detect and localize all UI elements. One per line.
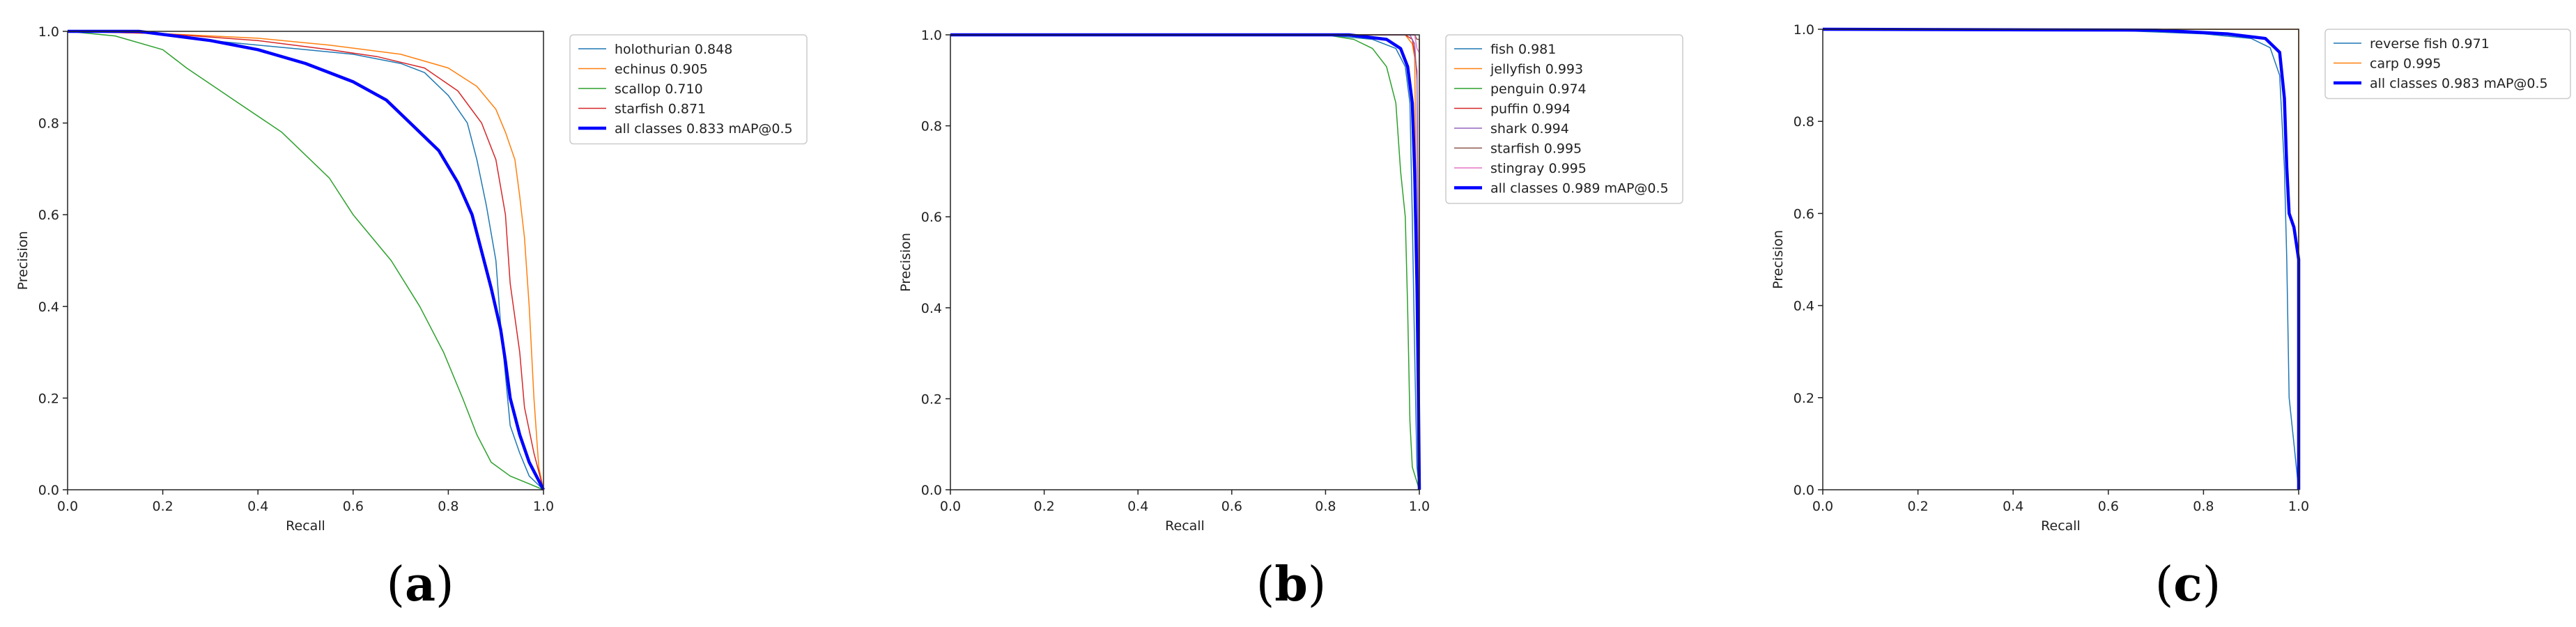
x-axis-label: Recall <box>2041 518 2081 534</box>
panel-b: 0.0 0.2 0.4 0.6 0.8 1.0 0.0 0.2 0.4 0.6 0.8 1.0 Reca… <box>898 28 1683 612</box>
legend-entry: starfish 0.871 <box>615 102 706 117</box>
x-tick-label: 0.4 <box>2003 499 2023 514</box>
series-line-1 <box>68 31 544 490</box>
y-tick-label: 1.0 <box>1794 22 1814 38</box>
series-line-1 <box>950 34 1420 490</box>
series-group <box>67 29 545 491</box>
y-tick-label: 0.8 <box>38 116 59 132</box>
legend-entry: starfish 0.995 <box>1490 141 1582 157</box>
x-tick-label: 0.0 <box>940 499 961 514</box>
y-axis-label: Precision <box>15 231 31 291</box>
y-tick-label: 0.2 <box>1794 391 1814 406</box>
legend: holothurian 0.848 echinus 0.905 scallop 0.… <box>569 34 808 145</box>
y-tick-label: 0.8 <box>1794 114 1814 130</box>
plot-frame <box>1822 29 2299 490</box>
x-tick-label: 0.2 <box>152 499 173 514</box>
legend-box <box>569 34 808 145</box>
panel-c: 0.0 0.2 0.4 0.6 0.8 1.0 0.0 0.2 0.4 0.6 0.8 1.0 Reca… <box>1771 22 2571 612</box>
legend-entry: fish 0.981 <box>1490 42 1556 57</box>
series-group <box>1822 27 2301 490</box>
legend-entry: holothurian 0.848 <box>615 42 732 57</box>
x-tick-label: 1.0 <box>2288 499 2309 514</box>
x-tick-label: 1.0 <box>533 499 554 514</box>
series-line-4 <box>67 31 544 490</box>
panel-caption: (b) <box>1256 557 1327 612</box>
y-tick-label: 0.4 <box>921 301 942 316</box>
y-tick-label: 1.0 <box>38 24 59 40</box>
series-line-3 <box>67 31 544 490</box>
series-line-6 <box>950 34 1420 490</box>
x-tick-label: 0.6 <box>2098 499 2119 514</box>
series-line-5 <box>68 29 545 491</box>
x-tick-label: 0.8 <box>2193 499 2214 514</box>
x-tick-label: 0.2 <box>1907 499 1928 514</box>
x-tick-label: 0.4 <box>247 499 268 514</box>
y-tick-label: 1.0 <box>921 28 942 43</box>
y-tick-label: 0.6 <box>921 210 942 225</box>
x-tick-label: 0.0 <box>1812 499 1833 514</box>
x-axis-label: Recall <box>286 518 325 534</box>
series-line-7 <box>950 34 1420 490</box>
legend-box <box>1445 34 1683 204</box>
series-line-8 <box>950 33 1421 490</box>
y-axis-label: Precision <box>1771 230 1786 289</box>
panel-caption: (a) <box>386 557 454 612</box>
x-tick-label: 0.6 <box>1221 499 1242 514</box>
y-tick-label: 0.2 <box>921 392 942 407</box>
legend: fish 0.981 jellyfish 0.993 penguin 0.974 pu… <box>1445 34 1683 204</box>
x-tick-label: 0.0 <box>57 499 78 514</box>
legend-entry: scallop 0.710 <box>615 82 703 97</box>
legend-entry: reverse fish 0.971 <box>2370 36 2490 52</box>
y-tick-label: 0.6 <box>1794 206 1814 222</box>
legend-box <box>2324 29 2571 100</box>
legend-entry: carp 0.995 <box>2370 56 2441 72</box>
series-line-2 <box>950 34 1420 490</box>
y-axis-label: Precision <box>898 233 913 292</box>
y-tick-label: 0.4 <box>38 300 59 315</box>
legend-entry: shark 0.994 <box>1490 121 1569 137</box>
y-tick-label: 0.8 <box>921 119 942 134</box>
series-line-5 <box>950 34 1420 490</box>
panel-a: 0.0 0.2 0.4 0.6 0.8 1.0 0.0 0.2 0.4 0.6 0.8 1.0 Reca… <box>15 24 808 612</box>
y-tick-label: 0.0 <box>38 483 59 498</box>
y-tick-label: 0.6 <box>38 208 59 223</box>
y-tick-label: 0.2 <box>38 391 59 406</box>
legend-entry: all classes 0.989 mAP@0.5 <box>1490 181 1669 196</box>
legend: reverse fish 0.971 carp 0.995 all classes … <box>2324 29 2571 100</box>
x-tick-label: 0.4 <box>1127 499 1148 514</box>
y-tick-label: 0.0 <box>921 483 942 498</box>
series-group <box>950 33 1421 490</box>
x-tick-label: 0.8 <box>438 499 458 514</box>
plot-frame <box>950 34 1420 490</box>
series-line-4 <box>950 34 1420 490</box>
legend-entry: puffin 0.994 <box>1490 102 1571 117</box>
x-tick-label: 0.8 <box>1315 499 1336 514</box>
series-line-2 <box>1823 29 2299 490</box>
x-tick-label: 1.0 <box>1409 499 1430 514</box>
legend-entry: penguin 0.974 <box>1490 82 1587 97</box>
series-line-3 <box>1822 27 2301 490</box>
legend-entry: jellyfish 0.993 <box>1490 62 1583 77</box>
y-tick-label: 0.4 <box>1794 299 1814 314</box>
series-line-2 <box>67 31 544 490</box>
y-tick-label: 0.0 <box>1794 483 1814 498</box>
legend-entry: echinus 0.905 <box>615 62 708 77</box>
legend-entry: all classes 0.833 mAP@0.5 <box>615 121 793 137</box>
plot-frame <box>67 31 544 490</box>
legend-entry: stingray 0.995 <box>1490 161 1587 176</box>
panel-caption: (c) <box>2155 557 2221 612</box>
x-tick-label: 0.6 <box>343 499 364 514</box>
series-line-3 <box>950 34 1420 490</box>
legend-entry: all classes 0.983 mAP@0.5 <box>2370 76 2548 91</box>
x-axis-label: Recall <box>1165 518 1205 534</box>
series-line-1 <box>1822 29 2299 490</box>
x-tick-label: 0.2 <box>1033 499 1054 514</box>
